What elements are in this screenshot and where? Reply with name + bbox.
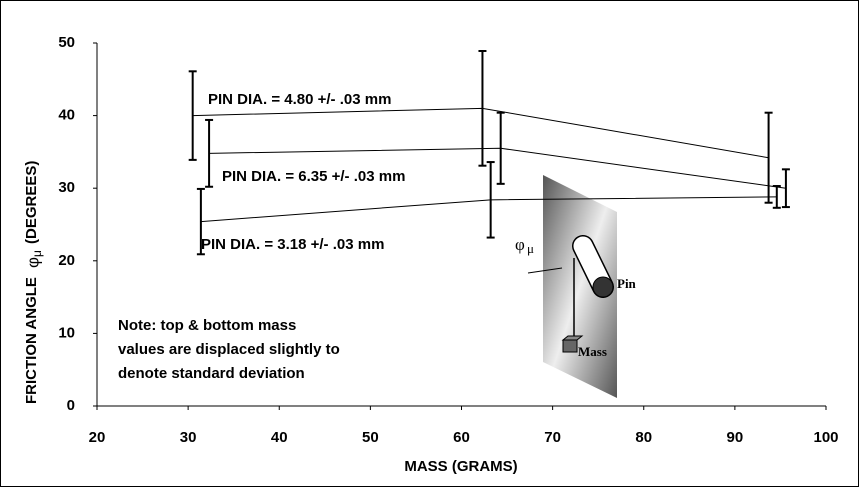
pin-end xyxy=(592,276,614,298)
pin-label: Pin xyxy=(617,276,637,291)
x-tick-label: 100 xyxy=(813,429,838,446)
mass-block xyxy=(562,339,578,353)
y-tick-label: 40 xyxy=(58,107,75,124)
angle-leader xyxy=(527,267,563,274)
x-tick-label: 60 xyxy=(453,429,470,446)
x-tick-label: 70 xyxy=(544,429,561,446)
y-tick-label: 20 xyxy=(58,252,75,269)
note-line: values are displaced slightly to xyxy=(118,341,340,358)
angle-subscript: μ xyxy=(527,241,534,256)
series-label: PIN DIA. = 6.35 +/- .03 mm xyxy=(222,168,405,185)
y-axis-title: FRICTION ANGLE φ μ (DEGREES) xyxy=(23,161,44,404)
error-bar xyxy=(772,185,781,209)
error-bar xyxy=(781,168,790,209)
y-tick-label: 0 xyxy=(67,397,75,414)
error-bar xyxy=(496,111,505,185)
x-tick-label: 30 xyxy=(180,429,197,446)
y-title-text: FRICTION ANGLE xyxy=(23,277,40,404)
series-label: PIN DIA. = 3.18 +/- .03 mm xyxy=(201,236,384,253)
error-bar xyxy=(486,161,495,239)
x-tick-label: 40 xyxy=(271,429,288,446)
y-title-subscript: μ xyxy=(30,250,44,257)
note-line: Note: top & bottom mass xyxy=(118,317,296,334)
y-tick-label: 10 xyxy=(58,324,75,341)
series-label: PIN DIA. = 4.80 +/- .03 mm xyxy=(208,91,391,108)
inset-panel xyxy=(543,175,617,398)
mass-label: Mass xyxy=(578,344,607,359)
error-bar xyxy=(188,70,197,161)
angle-symbol: φ xyxy=(515,235,525,254)
error-bar xyxy=(196,187,205,256)
x-axis-title: MASS (GRAMS) xyxy=(404,458,517,475)
x-tick-label: 50 xyxy=(362,429,379,446)
y-title-unit: (DEGREES) xyxy=(23,161,40,244)
inset-diagram: φ μ Pin Mass xyxy=(515,175,637,398)
error-bar xyxy=(205,118,214,188)
x-tick-label: 90 xyxy=(727,429,744,446)
error-bar xyxy=(478,49,487,167)
x-tick-label: 80 xyxy=(635,429,652,446)
y-tick-label: 50 xyxy=(58,34,75,51)
note-line: denote standard deviation xyxy=(118,365,305,382)
y-title-symbol: φ xyxy=(23,257,42,268)
series-line xyxy=(200,196,777,223)
y-tick-label: 30 xyxy=(58,179,75,196)
x-tick-label: 20 xyxy=(89,429,106,446)
error-bar xyxy=(764,111,773,204)
series-line xyxy=(192,107,769,159)
